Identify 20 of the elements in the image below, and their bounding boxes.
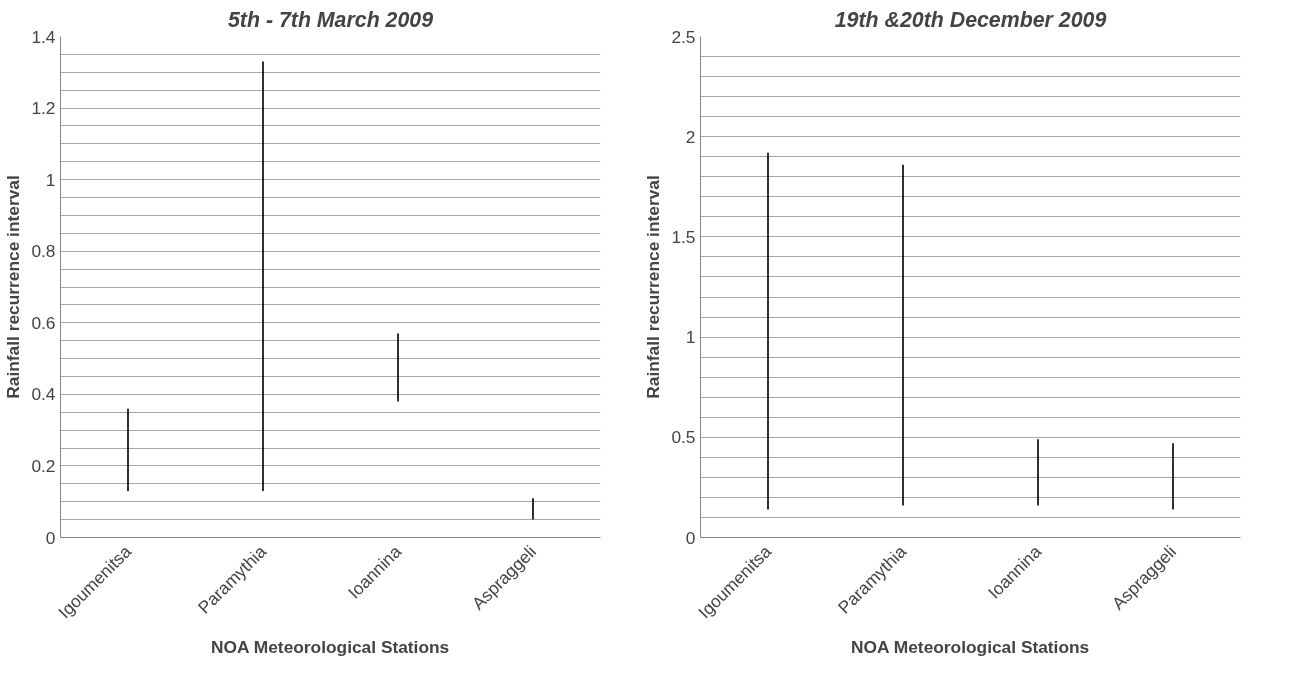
chart-title: 19th &20th December 2009 xyxy=(834,7,1107,32)
y-axis-title: Rainfall recurrence interval xyxy=(3,175,24,399)
chart-title: 5th - 7th March 2009 xyxy=(227,7,434,32)
y-tick-label: 0.6 xyxy=(31,312,56,333)
y-tick-label: 1.4 xyxy=(31,26,56,47)
y-tick-label: 0.4 xyxy=(31,384,56,405)
y-tick-label: 1.2 xyxy=(31,98,56,119)
y-tick-label: 1.5 xyxy=(671,226,696,247)
y-tick-label: 0.5 xyxy=(671,427,696,448)
y-tick-label: 0.2 xyxy=(31,455,56,476)
y-tick-label: 0 xyxy=(45,527,56,548)
y-axis-title: Rainfall recurrence interval xyxy=(643,175,664,399)
y-tick-label: 2.5 xyxy=(671,26,696,47)
y-tick-label: 0 xyxy=(685,527,696,548)
y-tick-label: 1 xyxy=(685,327,696,348)
y-tick-label: 1 xyxy=(45,169,56,190)
y-tick-label: 0.8 xyxy=(31,241,56,262)
y-tick-label: 2 xyxy=(685,126,696,147)
x-axis-title: NOA Meteorological Stations xyxy=(211,637,450,658)
x-axis-title: NOA Meteorological Stations xyxy=(851,637,1090,658)
